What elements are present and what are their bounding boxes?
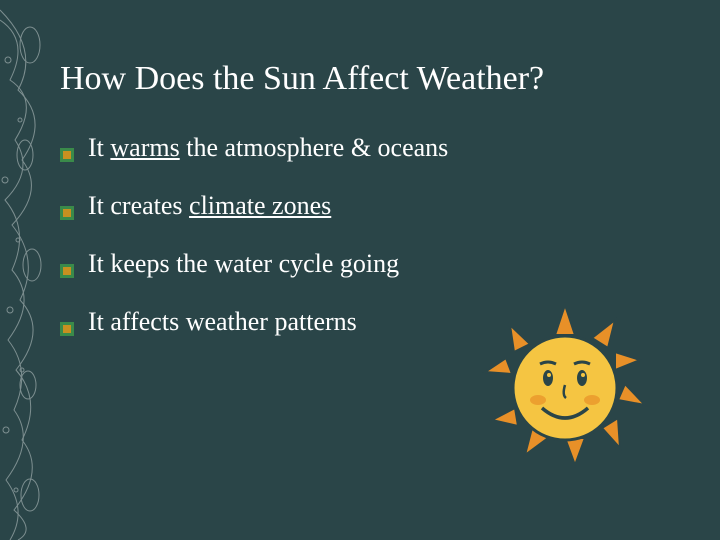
bullet-text-emph: warms: [110, 133, 179, 162]
bullet-text-pre: It: [88, 133, 110, 162]
bullet-text-pre: It affects weather patterns: [88, 307, 357, 336]
bullet-text-pre: It keeps the water cycle going: [88, 249, 399, 278]
bullet-item: It warms the atmosphere & oceans: [88, 133, 670, 163]
bullet-icon: [60, 255, 74, 269]
bullet-icon: [60, 313, 74, 327]
bullet-text-emph: climate zones: [189, 191, 331, 220]
slide-title: How Does the Sun Affect Weather?: [60, 60, 670, 98]
bullet-icon: [60, 197, 74, 211]
bullet-item: It keeps the water cycle going: [88, 249, 670, 279]
bullet-text-post: the atmosphere & oceans: [180, 133, 449, 162]
bullet-icon: [60, 139, 74, 153]
bullet-text-pre: It creates: [88, 191, 189, 220]
sun-clipart: [480, 300, 650, 470]
slide: How Does the Sun Affect Weather? It warm…: [0, 0, 720, 540]
bullet-item: It creates climate zones: [88, 191, 670, 221]
